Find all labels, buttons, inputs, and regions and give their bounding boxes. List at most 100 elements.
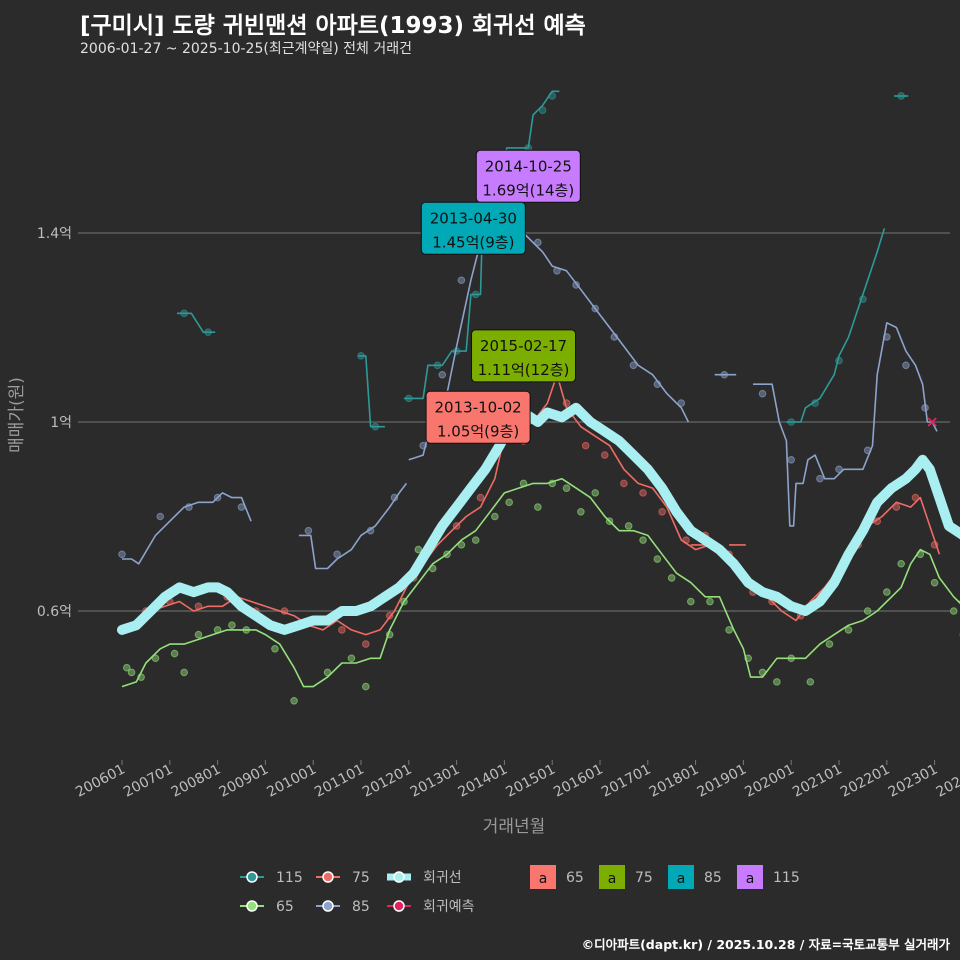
scatter-point-s85 (677, 399, 686, 407)
scatter-point-s85 (304, 526, 313, 535)
legend-dot-swatch (246, 871, 258, 883)
scatter-point-s75 (581, 441, 590, 450)
annotation-price: 1.69억(14층) (482, 181, 574, 199)
y-axis-title: 매매가(원) (7, 377, 27, 453)
annotation-price: 1.45억(9층) (432, 233, 514, 251)
scatter-point-s65 (505, 498, 513, 507)
x-tick-label: 201301 (408, 761, 463, 800)
scatter-point-s85 (902, 361, 910, 370)
series-line-85 (753, 321, 938, 527)
scatter-point-s85 (118, 550, 126, 559)
chart-title: [구미시] 도량 귀빈맨션 아파트(1993) 회귀선 예측 (80, 13, 586, 39)
legend-dot-swatch (393, 871, 405, 883)
axis-layer: 0.6억 1억 1.4억 200601200701200801200901201001… (7, 226, 960, 837)
scatter-point-s65 (667, 574, 676, 582)
scatter-point-s65 (773, 678, 781, 686)
annotation-label: 2013-04-30 1.45억(9층) (420, 201, 526, 255)
annotation-date: 2015-02-17 (480, 337, 567, 355)
legend-dot-swatch (322, 900, 334, 912)
legend-dot-swatch (393, 900, 405, 912)
annotation-box (471, 329, 577, 383)
series-line-115 (177, 312, 216, 334)
chart-subtitle: 2006-01-27 ~ 2025-10-25(최근계약일) 전체 거래건 (80, 41, 412, 57)
legend-box-label: 75 (635, 870, 653, 886)
scatter-point-s85 (534, 238, 542, 247)
scatter-point-s65 (863, 607, 872, 615)
series-line-115 (358, 355, 385, 428)
series-line-85 (122, 492, 252, 565)
legend-item-s75: 75 (316, 870, 370, 886)
legend-label: 65 (276, 899, 294, 915)
scatter-point-s85 (816, 474, 824, 483)
scatter-point-s75 (476, 493, 485, 502)
scatter-point-s65 (725, 626, 733, 634)
x-tick-label: 201101 (312, 761, 367, 800)
scatter-point-s65 (170, 649, 179, 658)
scatter-point-s65 (457, 541, 466, 549)
legend-item-reg: 회귀선 (387, 870, 462, 886)
scatter-point-s75 (600, 451, 609, 459)
legend-box-label: 65 (566, 870, 584, 886)
scatter-point-s75 (911, 493, 920, 502)
x-tick-label: 202201 (838, 761, 893, 800)
x-tick-label: 201701 (599, 761, 654, 800)
legend-box-label: 115 (773, 870, 800, 886)
legend-box-glyph: a (746, 871, 755, 887)
legend-box-swatch (668, 865, 694, 889)
scatter-point-s65 (414, 545, 423, 554)
scatter-point-s65 (825, 640, 834, 648)
x-tick-label: 201901 (695, 761, 750, 800)
legend-dot-swatch (322, 871, 334, 883)
scatter-point-s65 (897, 559, 905, 568)
legend-item-fc: 회귀예측 (387, 899, 475, 915)
legend-label: 115 (276, 870, 303, 886)
scatter-point-s65 (949, 607, 958, 615)
annotation-label: 2015-02-17 1.11억(12층) (471, 329, 577, 383)
y-tick-label: 1억 (50, 415, 72, 431)
scatter-point-s65 (534, 503, 542, 511)
scatter-point-s85 (156, 512, 165, 521)
annotation-date: 2013-04-30 (430, 209, 517, 227)
annotation-box (475, 149, 581, 203)
legend-box-swatch (530, 865, 556, 889)
scatter-point-s65 (347, 654, 356, 663)
legend-label: 회귀선 (423, 870, 462, 886)
x-tick-label: 201801 (647, 761, 702, 800)
y-tick-label: 0.6억 (37, 604, 72, 620)
scatter-point-s65 (591, 489, 600, 497)
scatter-point-s65 (706, 597, 714, 606)
series-line-85 (298, 482, 408, 570)
x-tick-label: 202001 (742, 761, 797, 800)
legend-box-item: a 85 (668, 865, 722, 889)
scatter-point-s75 (620, 479, 628, 488)
scatter-point-s65 (806, 678, 815, 686)
annotation-box (425, 390, 531, 444)
x-tick-label: 201601 (551, 761, 606, 800)
legend-box-swatch (737, 865, 763, 889)
legend-box-item: a 75 (599, 865, 653, 889)
scatter-point-s65 (653, 555, 662, 563)
scatter-point-s85 (457, 276, 466, 285)
x-tick-label: 201001 (264, 761, 319, 800)
x-tick-label: 200801 (169, 761, 224, 800)
scatter-point-s75 (361, 640, 370, 648)
scatter-point-s65 (491, 512, 499, 521)
scatter-point-s65 (361, 682, 370, 691)
x-tick-label: 202401 (934, 761, 960, 800)
scatter-point-s75 (892, 503, 901, 511)
annotation-label: 2013-10-02 1.05억(9층) (425, 390, 531, 444)
x-tick-label: 202101 (790, 761, 845, 800)
scatter-point-s65 (271, 645, 279, 653)
legend-box-swatch (599, 865, 625, 889)
scatter-point-s65 (194, 630, 203, 639)
regression-line (117, 402, 960, 635)
scatter-point-s65 (577, 507, 585, 516)
scatter-point-s115 (538, 106, 547, 114)
annotation-price: 1.05억(9층) (437, 422, 519, 440)
forecast-layer: 5,700(~75㎡)4,700(~65㎡) (927, 417, 937, 427)
legend-box-glyph: a (608, 871, 617, 887)
scatter-point-s75 (658, 507, 666, 516)
scatter-point-s75 (639, 489, 647, 497)
scatter-point-s65 (930, 578, 939, 587)
